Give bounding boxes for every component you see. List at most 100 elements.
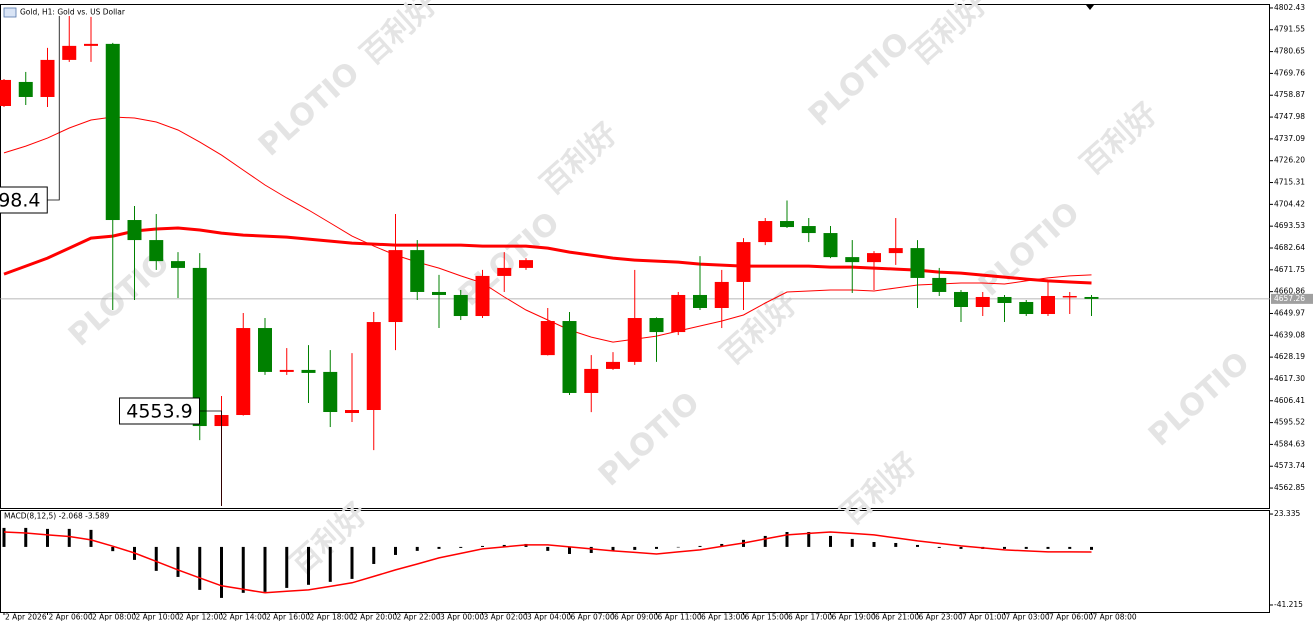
candle-body xyxy=(388,250,403,323)
y-tick-label: 4649.97 xyxy=(1274,308,1305,317)
candle-body xyxy=(888,248,903,254)
candle-body xyxy=(649,318,664,333)
y-tick-label: 4747.98 xyxy=(1274,112,1305,121)
x-tick-label: 2 Apr 20:00 xyxy=(353,613,397,622)
candle-body xyxy=(584,368,599,393)
candle-body xyxy=(127,220,142,241)
macd-bar xyxy=(220,546,223,598)
x-tick-label: 6 Apr 19:00 xyxy=(832,613,876,622)
annotation-box xyxy=(119,397,200,425)
candle-body xyxy=(1041,295,1055,315)
candle-body xyxy=(432,291,446,295)
candle-body xyxy=(540,321,555,356)
x-tick-label: 2 Apr 16:00 xyxy=(266,613,310,622)
candle-body xyxy=(562,321,577,393)
candle-body xyxy=(0,79,11,107)
x-tick-label: 6 Apr 23:00 xyxy=(919,613,963,622)
x-tick-label: 7 Apr 06:00 xyxy=(1049,613,1093,622)
candle-body xyxy=(40,59,55,97)
macd-bar xyxy=(1068,546,1072,549)
x-tick-label: 3 Apr 02:00 xyxy=(484,613,528,622)
candle-body xyxy=(497,267,512,276)
y-tick-label: 4562.85 xyxy=(1274,483,1305,492)
macd-bar xyxy=(829,535,832,547)
macd-bar xyxy=(1003,546,1006,549)
candle-body xyxy=(301,369,316,373)
candle-body xyxy=(1019,301,1034,315)
y-tick-label: 4791.55 xyxy=(1274,25,1305,34)
y-tick-label: 4660.86 xyxy=(1274,287,1305,296)
macd-bar xyxy=(1090,546,1093,550)
macd-bar xyxy=(894,542,898,547)
x-tick-label: 2 Apr 14:00 xyxy=(223,613,267,622)
macd-bar xyxy=(807,531,811,547)
x-tick-label: 6 Apr 11:00 xyxy=(658,613,702,622)
macd-bar xyxy=(698,545,702,547)
candle-body xyxy=(932,277,947,292)
x-tick-label: 2 Apr 12:00 xyxy=(179,613,223,622)
macd-y-tick-label: -41.215 xyxy=(1274,600,1303,609)
candle-body xyxy=(192,267,207,427)
candle-body xyxy=(105,43,120,221)
candle-body xyxy=(823,233,838,258)
macd-bar xyxy=(720,543,724,547)
y-tick-label: 4573.74 xyxy=(1274,461,1305,470)
y-tick-label: 4584.63 xyxy=(1274,439,1305,448)
candle-body xyxy=(997,296,1012,303)
candle-body xyxy=(780,221,794,228)
macd-bar xyxy=(633,546,637,550)
candle-body xyxy=(627,318,642,362)
annotation-connector xyxy=(47,16,60,201)
candle-body xyxy=(323,371,338,413)
chart-icon xyxy=(3,7,17,18)
candle-body xyxy=(736,242,751,282)
annotation-box xyxy=(0,186,48,214)
y-tick-label: 4715.31 xyxy=(1274,178,1305,187)
shift-marker xyxy=(1086,5,1094,10)
y-tick-label: 4595.52 xyxy=(1274,418,1305,427)
x-tick-label: 2 Apr 06:00 xyxy=(49,613,93,622)
candle-body xyxy=(149,240,164,262)
y-tick-label: 4617.30 xyxy=(1274,374,1305,383)
macd-bar xyxy=(502,544,506,547)
x-tick-label: 2 Apr 22:00 xyxy=(397,613,441,622)
y-tick-label: 4769.76 xyxy=(1274,68,1305,77)
macd-bar xyxy=(459,546,463,548)
macd-bar xyxy=(285,546,289,588)
macd-title: MACD(8,12,5) -2.068 -3.589 xyxy=(4,512,110,521)
y-tick-label: 4726.20 xyxy=(1274,156,1305,165)
macd-bar xyxy=(937,546,941,548)
main-plot: 4798.4 4553.9 xyxy=(0,16,1270,506)
macd-signal xyxy=(3,531,1092,594)
macd-bar xyxy=(850,538,854,547)
y-tick-label: 4704.42 xyxy=(1274,199,1305,208)
macd-bar xyxy=(24,527,28,547)
x-tick-label: 6 Apr 13:00 xyxy=(701,613,745,622)
candle-body xyxy=(867,253,881,263)
macd-bar xyxy=(328,546,332,582)
candle-body xyxy=(671,294,686,333)
candle-body xyxy=(845,257,860,263)
x-tick-label: 6 Apr 15:00 xyxy=(745,613,789,622)
y-tick-label: 4628.19 xyxy=(1274,352,1305,361)
y-tick-label: 4671.75 xyxy=(1274,265,1305,274)
macd-bar xyxy=(546,546,550,551)
candle-body xyxy=(606,361,620,369)
macd-bar xyxy=(1046,546,1050,549)
candle-body xyxy=(18,81,33,97)
macd-bar xyxy=(1024,546,1028,549)
candle-body xyxy=(801,226,816,234)
macd-bar xyxy=(350,546,354,579)
candle-body xyxy=(345,410,359,414)
candle-body xyxy=(410,250,425,292)
macd-bar xyxy=(241,546,245,593)
candle-body xyxy=(519,260,533,268)
x-tick-label: 2 Apr 08:00 xyxy=(92,613,136,622)
macd-bar xyxy=(2,527,6,547)
candle-body xyxy=(171,261,185,268)
x-tick-label: 6 Apr 09:00 xyxy=(614,613,658,622)
macd-bar xyxy=(481,545,484,547)
candle-body xyxy=(954,291,968,308)
macd-bar xyxy=(198,546,202,590)
y-tick-label: 4682.64 xyxy=(1274,243,1305,252)
